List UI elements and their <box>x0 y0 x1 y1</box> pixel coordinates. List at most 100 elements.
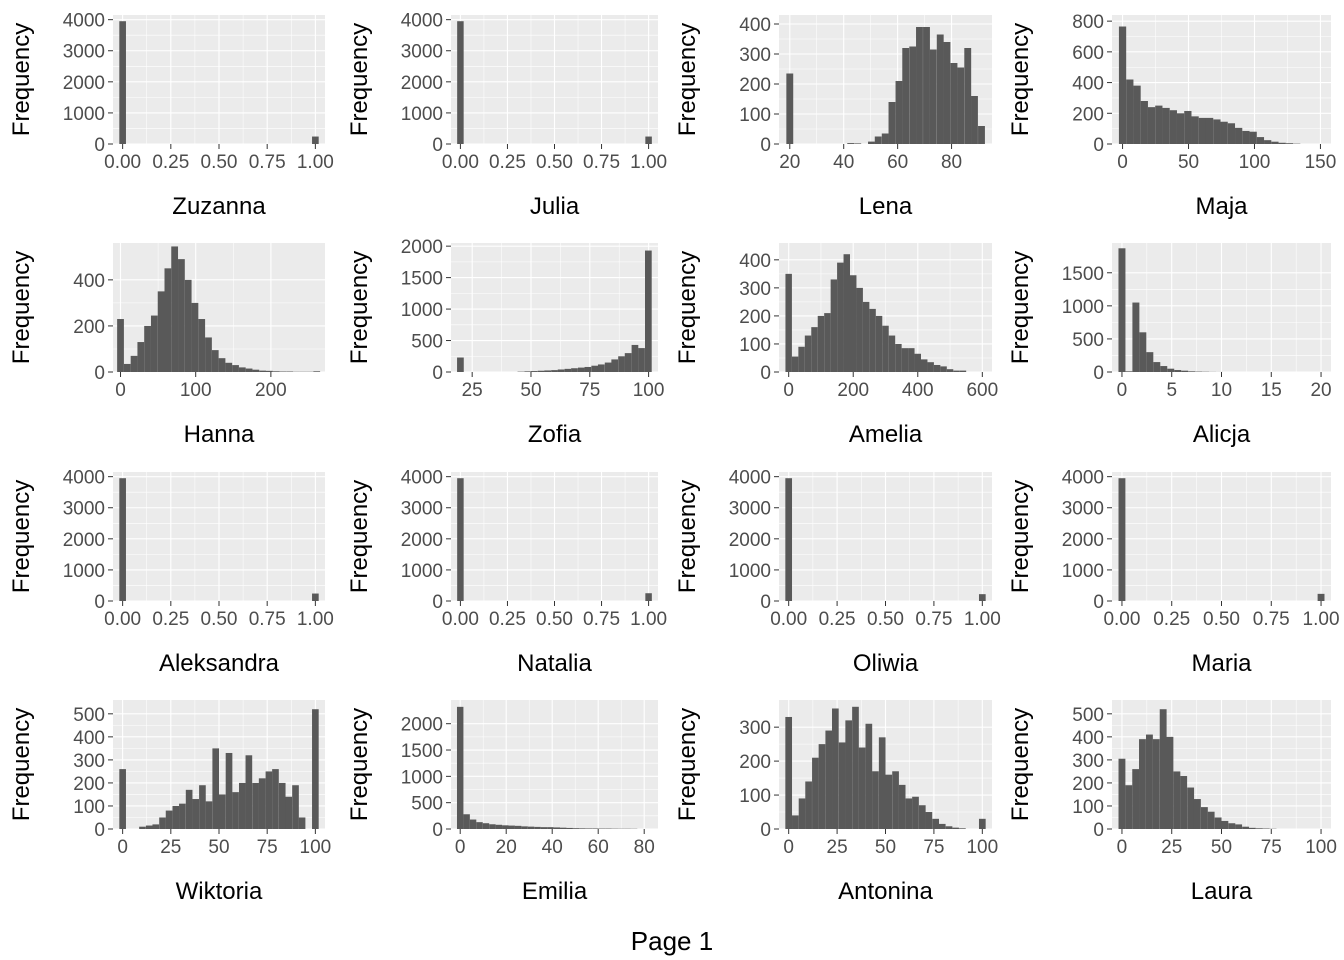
y-axis-title: Frequency <box>346 23 373 136</box>
histogram-bar <box>933 364 941 372</box>
y-tick-label: 500 <box>411 332 443 353</box>
y-tick-label: 1000 <box>63 561 105 582</box>
histogram-bar <box>1285 143 1294 144</box>
histogram-bar <box>1132 302 1140 372</box>
histogram-bar <box>1220 121 1228 144</box>
histogram-alicja: 0 5 10 15 20 0 500 1000 1500 Alicja Frequency <box>1007 243 1332 448</box>
histogram-amelia: 0 200 400 600 0 100 200 300 400 Amelia Frequency <box>674 243 998 448</box>
y-tick-label: 0 <box>760 135 771 156</box>
x-tick-label: 75 <box>1261 837 1282 858</box>
histogram-bar <box>868 141 875 144</box>
histogram-bar <box>1228 823 1236 829</box>
histogram-bar <box>592 828 599 829</box>
histogram-bar <box>1118 26 1127 145</box>
histogram-aleksandra: 0.00 0.25 0.50 0.75 1.00 0 1000 2000 3000 4000 Ale… <box>8 468 334 677</box>
y-tick-label: 0 <box>432 820 443 841</box>
x-tick-label: 15 <box>1261 380 1282 401</box>
y-tick-label: 300 <box>1072 751 1104 772</box>
histogram-bar <box>817 315 825 372</box>
x-tick-label: 150 <box>1305 152 1337 173</box>
y-tick-label: 1000 <box>1062 297 1104 318</box>
histogram-bar <box>875 315 883 372</box>
histogram-bar <box>272 769 279 829</box>
y-axis-title: Frequency <box>674 251 701 364</box>
histogram-bar <box>1173 771 1181 829</box>
histogram-grid: 0.00 0.25 0.50 0.75 1.0001000200030004000Zuz… <box>8 11 1340 905</box>
x-tick-label: 20 <box>1310 380 1331 401</box>
histogram-bar <box>1180 776 1188 829</box>
y-axis-title: Frequency <box>8 480 35 593</box>
histogram-bar <box>1125 785 1133 829</box>
x-tick-label: 0.50 <box>201 609 238 630</box>
histogram-bar <box>164 268 172 372</box>
x-tick-label: 0 <box>1117 380 1128 401</box>
histogram-bar <box>191 302 199 372</box>
y-tick-label: 100 <box>73 797 105 818</box>
histogram-bar <box>909 46 917 144</box>
x-axis-title: Zuzanna <box>172 193 266 220</box>
y-tick-label: 0 <box>760 363 771 384</box>
histogram-bar <box>278 782 286 829</box>
y-tick-label: 2000 <box>729 530 771 551</box>
x-tick-label: 0.25 <box>489 609 526 630</box>
histogram-bar <box>1159 709 1167 829</box>
x-tick-label: 0.75 <box>583 609 620 630</box>
x-tick-label: 0.00 <box>770 609 807 630</box>
x-axis-title: Oliwia <box>853 650 919 677</box>
x-axis-title: Laura <box>1191 878 1253 905</box>
x-tick-label: 0.25 <box>489 152 526 173</box>
x-tick-label: 50 <box>875 837 896 858</box>
histogram-bar <box>929 49 937 144</box>
histogram-bar <box>218 794 226 829</box>
histogram-bar <box>521 826 528 829</box>
y-tick-label: 100 <box>1072 797 1104 818</box>
x-tick-label: 400 <box>902 380 934 401</box>
histogram-bar <box>285 796 293 829</box>
histogram-bar <box>119 21 126 145</box>
x-tick-label: 600 <box>966 380 998 401</box>
histogram-bar <box>1181 370 1189 372</box>
histogram-bar <box>978 818 986 829</box>
histogram-bar <box>878 737 886 829</box>
x-tick-label: 1.00 <box>1303 609 1340 630</box>
histogram-bar <box>957 67 965 144</box>
y-tick-label: 3000 <box>63 499 105 520</box>
y-axis-title: Frequency <box>674 23 701 136</box>
x-tick-label: 60 <box>887 152 908 173</box>
histogram-bar <box>265 370 273 372</box>
x-tick-label: 0 <box>1117 837 1128 858</box>
histogram-bar <box>178 259 185 372</box>
y-axis-title: Frequency <box>1007 480 1034 593</box>
histogram-bar <box>862 301 870 372</box>
y-tick-label: 400 <box>73 728 105 749</box>
histogram-bar <box>1278 142 1286 144</box>
histogram-bar <box>1126 79 1134 144</box>
x-tick-label: 0 <box>115 380 126 401</box>
y-tick-label: 200 <box>1072 104 1104 125</box>
histogram-bar <box>312 709 319 829</box>
histogram-bar <box>1188 371 1196 372</box>
histogram-bar <box>1146 352 1154 372</box>
y-tick-label: 1000 <box>401 561 443 582</box>
y-tick-label: 2000 <box>401 715 443 736</box>
x-tick-label: 50 <box>208 837 229 858</box>
y-axis-title: Frequency <box>8 708 35 821</box>
y-tick-label: 100 <box>739 786 771 807</box>
histogram-bar <box>1264 140 1272 144</box>
y-tick-label: 2000 <box>401 237 443 258</box>
histogram-bar <box>1249 131 1257 144</box>
y-tick-label: 4000 <box>1062 468 1104 489</box>
histogram-bar <box>638 348 645 372</box>
histogram-bar <box>825 730 833 829</box>
histogram-bar <box>811 327 818 372</box>
y-tick-label: 1000 <box>1062 561 1104 582</box>
y-tick-label: 200 <box>739 307 771 328</box>
x-tick-label: 0.25 <box>1153 609 1190 630</box>
y-tick-label: 3000 <box>63 42 105 63</box>
y-tick-label: 200 <box>739 75 771 96</box>
histogram-bar <box>572 828 580 829</box>
histogram-bar <box>245 755 253 829</box>
x-tick-label: 0.00 <box>1103 609 1140 630</box>
